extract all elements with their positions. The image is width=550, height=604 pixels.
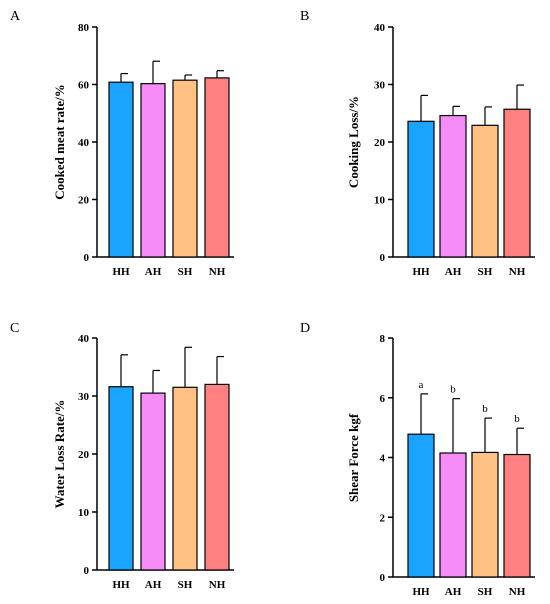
x-tick-labels-a: HH AH SH NH bbox=[112, 266, 225, 278]
y-tick-label: 60 bbox=[78, 80, 90, 92]
significance-label-ah: b bbox=[450, 384, 456, 396]
panel-letter-c: C bbox=[10, 321, 19, 336]
x-tick-label-nh: NH bbox=[209, 579, 226, 591]
y-tick-label: 10 bbox=[78, 507, 90, 519]
y-tick-label: 2 bbox=[380, 512, 386, 524]
bars-c bbox=[108, 383, 230, 571]
bars-b bbox=[407, 108, 531, 258]
y-axis-label-d: Shear Force kgf bbox=[346, 413, 361, 502]
y-tick-label: 4 bbox=[380, 453, 386, 465]
bar-hh bbox=[108, 386, 134, 571]
bar-nh bbox=[204, 383, 230, 571]
y-tick-label: 20 bbox=[78, 449, 90, 461]
chart-panel-d: D Shear Force kgf 0 2 4 6 8 HH AH SH NH a b b b bbox=[300, 321, 535, 598]
x-tick-label-ah: AH bbox=[445, 586, 462, 598]
y-tick-label: 30 bbox=[78, 391, 90, 403]
y-ticks-d: 0 2 4 6 8 bbox=[380, 333, 393, 584]
bar-ah bbox=[140, 83, 166, 258]
bar-hh bbox=[407, 433, 435, 578]
y-tick-label: 0 bbox=[84, 565, 90, 577]
y-axis-label-b: Cooking Loss/% bbox=[346, 96, 361, 188]
significance-label-sh: b bbox=[482, 403, 488, 415]
y-tick-label: 20 bbox=[374, 137, 386, 149]
y-axis-label-c: Water Loss Rate/% bbox=[52, 400, 67, 509]
x-tick-labels-c: HH AH SH NH bbox=[112, 579, 225, 591]
y-axis-label-a: Cooked meat rate/% bbox=[52, 84, 67, 200]
bar-nh bbox=[503, 453, 531, 578]
bar-sh bbox=[172, 79, 198, 258]
y-tick-label: 10 bbox=[374, 195, 386, 207]
bar-ah bbox=[439, 114, 467, 258]
y-tick-label: 6 bbox=[380, 393, 386, 405]
bar-sh bbox=[471, 124, 499, 258]
x-tick-label-ah: AH bbox=[145, 579, 162, 591]
y-tick-label: 0 bbox=[380, 572, 386, 584]
chart-panel-b: B Cooking Loss/% 0 10 20 30 40 HH AH SH NH bbox=[300, 9, 535, 278]
y-tick-label: 40 bbox=[78, 333, 90, 345]
panel-letter-d: D bbox=[300, 321, 310, 336]
x-tick-label-hh: HH bbox=[112, 266, 130, 278]
significance-label-hh: a bbox=[419, 379, 424, 391]
x-tick-label-hh: HH bbox=[112, 579, 130, 591]
x-tick-label-hh: HH bbox=[412, 586, 430, 598]
x-tick-label-nh: NH bbox=[509, 586, 526, 598]
y-tick-label: 8 bbox=[380, 333, 386, 345]
error-bars-a bbox=[120, 60, 224, 84]
x-tick-label-sh: SH bbox=[178, 579, 193, 591]
x-tick-label-nh: NH bbox=[509, 266, 526, 278]
bar-nh bbox=[204, 77, 230, 258]
bar-ah bbox=[439, 452, 467, 578]
bar-nh bbox=[503, 108, 531, 258]
bars-a bbox=[108, 77, 230, 258]
y-ticks-c: 0 10 20 30 40 bbox=[78, 333, 97, 577]
significance-labels-d: a b b b bbox=[419, 379, 521, 425]
chart-panel-a: A Cooked meat rate/% 0 20 40 60 80 HH AH SH NH bbox=[10, 9, 234, 278]
bar-ah bbox=[140, 392, 166, 571]
x-tick-labels-d: HH AH SH NH bbox=[412, 586, 525, 598]
chart-panel-c: C Water Loss Rate/% 0 10 20 30 40 HH AH SH NH bbox=[10, 321, 234, 591]
x-tick-label-nh: NH bbox=[209, 266, 226, 278]
y-tick-label: 30 bbox=[374, 80, 386, 92]
y-tick-label: 40 bbox=[78, 137, 90, 149]
y-tick-label: 40 bbox=[374, 22, 386, 34]
error-bars-b bbox=[420, 84, 524, 126]
y-ticks-b: 0 10 20 30 40 bbox=[374, 22, 393, 264]
y-tick-label: 80 bbox=[78, 22, 90, 34]
y-tick-label: 0 bbox=[84, 252, 90, 264]
bars-d bbox=[407, 433, 531, 578]
y-ticks-a: 0 20 40 60 80 bbox=[78, 22, 97, 264]
x-tick-label-sh: SH bbox=[478, 266, 493, 278]
error-bars-c bbox=[120, 346, 224, 394]
x-tick-label-sh: SH bbox=[178, 266, 193, 278]
x-tick-label-ah: AH bbox=[145, 266, 162, 278]
x-tick-label-ah: AH bbox=[445, 266, 462, 278]
bar-hh bbox=[407, 120, 435, 258]
panel-letter-b: B bbox=[300, 9, 309, 24]
x-tick-labels-b: HH AH SH NH bbox=[412, 266, 525, 278]
bar-sh bbox=[471, 451, 499, 578]
error-bars-d bbox=[420, 393, 524, 455]
y-tick-label: 20 bbox=[78, 195, 90, 207]
bar-hh bbox=[108, 81, 134, 258]
significance-label-nh: b bbox=[514, 413, 520, 425]
x-tick-label-sh: SH bbox=[478, 586, 493, 598]
bar-sh bbox=[172, 386, 198, 571]
panel-letter-a: A bbox=[10, 9, 21, 24]
y-tick-label: 0 bbox=[380, 252, 386, 264]
x-tick-label-hh: HH bbox=[412, 266, 430, 278]
